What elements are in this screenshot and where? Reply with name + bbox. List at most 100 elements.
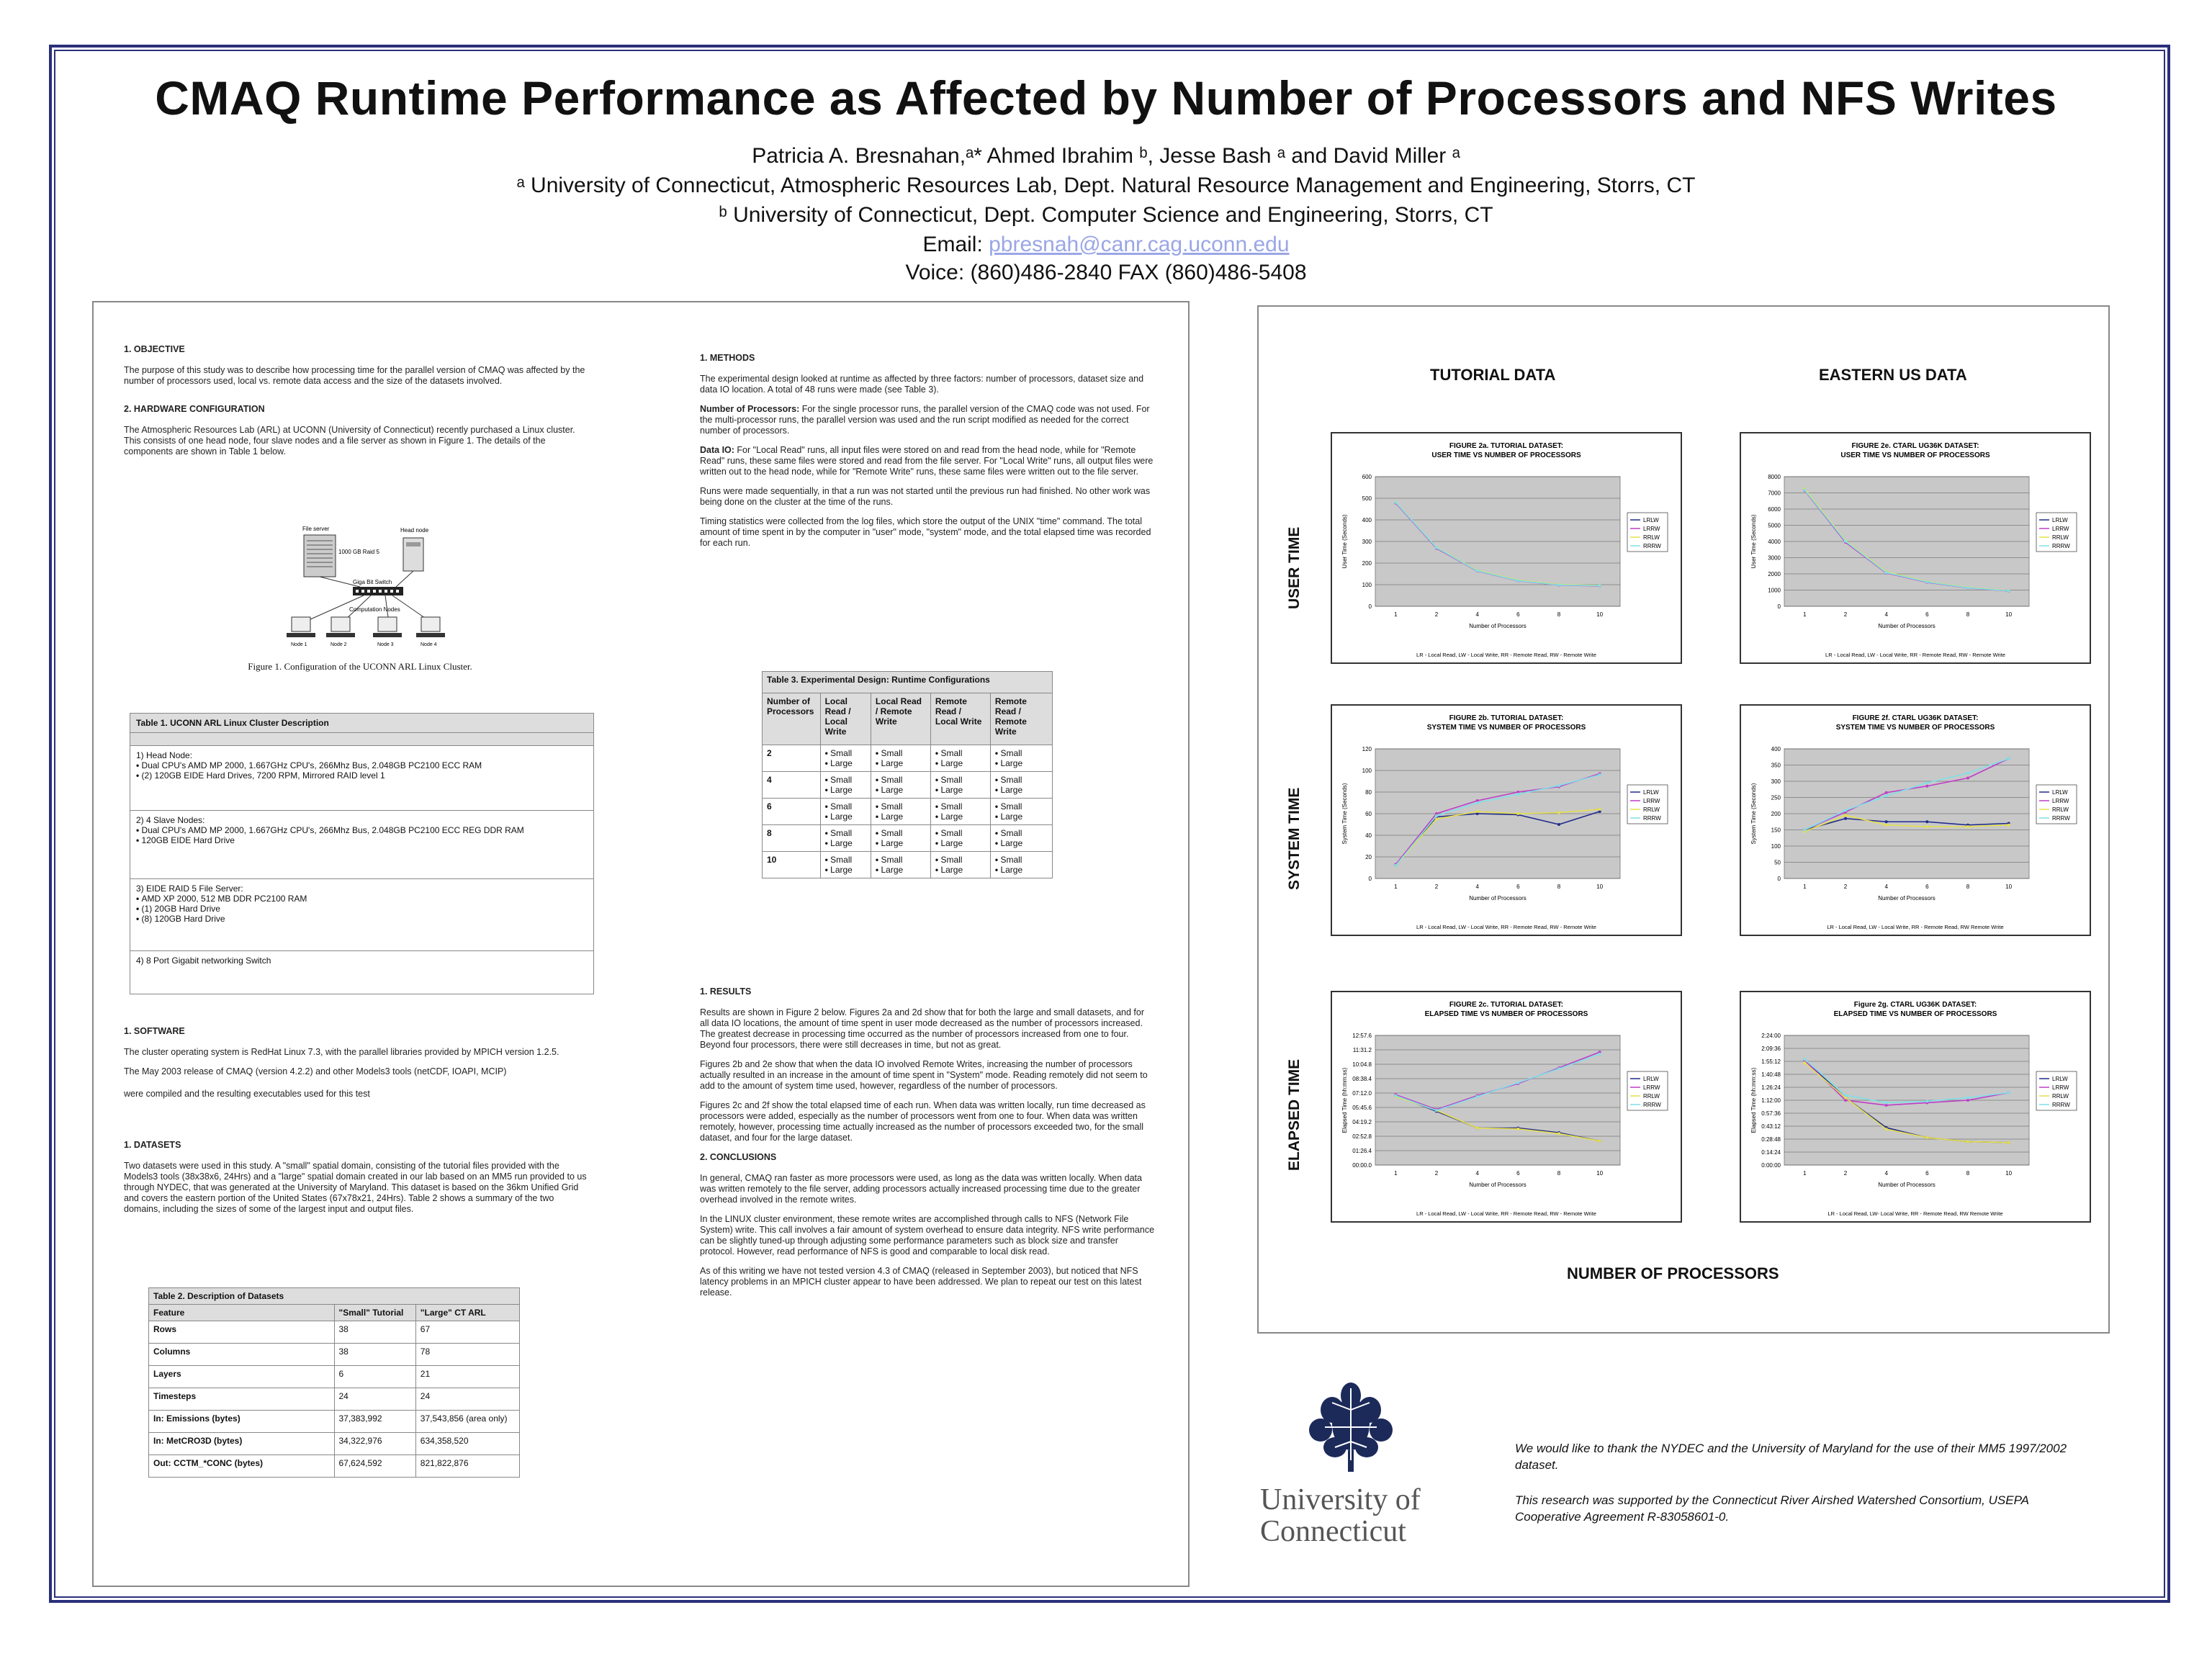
x-tick-label: 1 [1394, 1170, 1398, 1177]
chart-2g: Figure 2g. CTARL UG36K DATASET: ELAPSED T… [1740, 991, 2091, 1223]
middle-column: 1. METHODS The experimental design looke… [700, 353, 1155, 557]
t3-header: Local Read / Remote Write [870, 693, 931, 745]
y-tick-label: 0 [1778, 603, 1781, 610]
y-tick-label: 3000 [1768, 555, 1781, 562]
table-row: 2SmallLargeSmallLargeSmallLargeSmallLarg… [762, 745, 1053, 772]
chart-subtitle: SYSTEM TIME VS NUMBER OF PROCESSORS [1836, 724, 1995, 732]
data-point [1884, 1128, 1888, 1131]
conclusions-text-1: In general, CMAQ ran faster as more proc… [700, 1173, 1142, 1205]
t2-cell: 21 [415, 1365, 521, 1388]
y-tick-label: 0:00:00 [1761, 1162, 1781, 1169]
series-line-rrrw [1395, 774, 1600, 866]
t3-row-label: 10 [762, 851, 821, 878]
conclusions-text-3: As of this writing we have not tested ve… [700, 1266, 1142, 1298]
t3-item: Large [995, 758, 1048, 768]
data-point [1557, 1067, 1560, 1071]
y-tick-label: 0 [1369, 603, 1372, 610]
legend-label: RRRW [2052, 1102, 2070, 1108]
chart-title: FIGURE 2a. TUTORIAL DATASET: [1449, 442, 1563, 450]
data-point [1844, 539, 1847, 543]
t2-cell: 34,322,976 [333, 1432, 416, 1455]
data-point [1435, 546, 1438, 549]
data-point [1803, 488, 1807, 492]
legend-label: RRLW [1643, 1093, 1660, 1100]
t3-cell: SmallLarge [870, 771, 931, 799]
conclusions-text-2: In the LINUX cluster environment, these … [700, 1214, 1155, 1256]
table-row: In: Emissions (bytes) 37,383,992 37,543,85… [148, 1410, 521, 1433]
data-point [1925, 784, 1929, 788]
data-point [1925, 580, 1929, 584]
t3-item: Small [876, 748, 926, 758]
data-point [1557, 784, 1560, 787]
t3-item: Small [995, 748, 1048, 758]
x-tick-label: 8 [1966, 611, 1970, 618]
t3-item: Small [825, 801, 866, 811]
t3-item: Large [876, 865, 926, 875]
t3-cell: SmallLarge [870, 798, 931, 825]
data-point [1844, 1096, 1847, 1100]
y-tick-label: 20 [1365, 854, 1372, 860]
x-tick-label: 1 [1803, 1170, 1807, 1177]
t2-header: "Large" CT ARL [415, 1304, 521, 1321]
data-point [1925, 1100, 1929, 1103]
data-point [1598, 773, 1601, 776]
email-label: Email: [922, 233, 989, 256]
data-point [1844, 1099, 1847, 1102]
t3-cell: SmallLarge [819, 851, 871, 878]
x-tick-label: 4 [1475, 884, 1479, 890]
t3-item: Small [935, 775, 986, 785]
objective-heading: 1. OBJECTIVE [124, 344, 185, 354]
t3-item: Small [876, 775, 926, 785]
t3-item: Large [935, 758, 986, 768]
x-tick-label: 6 [1925, 611, 1929, 618]
chart-footnote: LR - Local Read, LW - Local Write, RR - … [1416, 1210, 1596, 1217]
table-2-caption: Table 2. Description of Datasets [148, 1287, 520, 1305]
legend-label: LRLW [2052, 789, 2068, 796]
data-point [2007, 823, 2010, 827]
t3-item: Large [876, 758, 926, 768]
table-3-caption: Table 3. Experimental Design: Runtime Co… [762, 671, 1053, 693]
t3-cell: SmallLarge [819, 771, 871, 799]
y-tick-label: 0 [1369, 876, 1372, 882]
t3-cell: SmallLarge [989, 745, 1053, 772]
tutorial-column-heading: TUTORIAL DATA [1430, 366, 1556, 384]
t1-item: (1) 20GB Hard Drive [136, 904, 588, 914]
figure-1-caption: Figure 1. Configuration of the UCONN ARL… [248, 661, 472, 672]
chart-2e: FIGURE 2e. CTARL UG36K DATASET: USER TIME… [1740, 432, 2091, 664]
chart-footnote: LR - Local Read, LW - Local Write, RR - … [1416, 652, 1596, 658]
data-point [2007, 1141, 2010, 1144]
x-tick-label: 2 [1844, 884, 1848, 890]
email-link[interactable]: pbresnah@canr.cag.uconn.edu [989, 233, 1290, 256]
data-point [1884, 1101, 1888, 1105]
t3-cell: SmallLarge [930, 771, 991, 799]
table-1-row: 1) Head Node:Dual CPU's AMD MP 2000, 1.6… [130, 745, 594, 811]
x-axis-label: Number of Processors [1878, 623, 1936, 629]
y-tick-label: 40 [1365, 832, 1372, 839]
series-line-rrrw [1804, 489, 2009, 592]
y-tick-label: 05:45.6 [1352, 1105, 1372, 1111]
chart-title: Figure 2g. CTARL UG36K DATASET: [1854, 1001, 1977, 1009]
y-tick-label: 6000 [1768, 506, 1781, 513]
raid-label: 1000 GB Raid 5 [338, 549, 379, 555]
chart-footnote: LR - Local Read, LW - Local Write, RR - … [1827, 924, 2003, 930]
data-point [1516, 579, 1520, 583]
t3-item: Small [876, 801, 926, 811]
chart-2a: FIGURE 2a. TUTORIAL DATASET: USER TIME VS… [1331, 432, 1682, 664]
data-point [1557, 583, 1560, 587]
x-axis-label: Number of Processors [1469, 895, 1527, 902]
t2-cell: 821,822,876 [415, 1455, 521, 1478]
y-tick-label: 02:52.8 [1352, 1133, 1372, 1140]
objective-text: The purpose of this study was to describ… [124, 365, 585, 386]
middle-column-lower: 1. RESULTS Results are shown in Figure 2… [700, 986, 1155, 1307]
t3-row-label: 6 [762, 798, 821, 825]
x-axis-label: Number of Processors [1878, 895, 1936, 902]
software-text-2: The May 2003 release of CMAQ (version 4.… [124, 1066, 507, 1076]
y-tick-label: 100 [1362, 768, 1372, 774]
t3-item: Small [935, 748, 986, 758]
table-row: Out: CCTM_*CONC (bytes) 67,624,592 821,822… [148, 1455, 521, 1478]
x-tick-label: 10 [1596, 611, 1603, 618]
t1-item: (2) 120GB EIDE Hard Drives, 7200 RPM, Mi… [136, 770, 588, 781]
y-tick-label: 50 [1774, 860, 1781, 866]
x-tick-label: 2 [1844, 611, 1848, 618]
y-axis-label: System Time (Seconds) [1750, 783, 1757, 844]
